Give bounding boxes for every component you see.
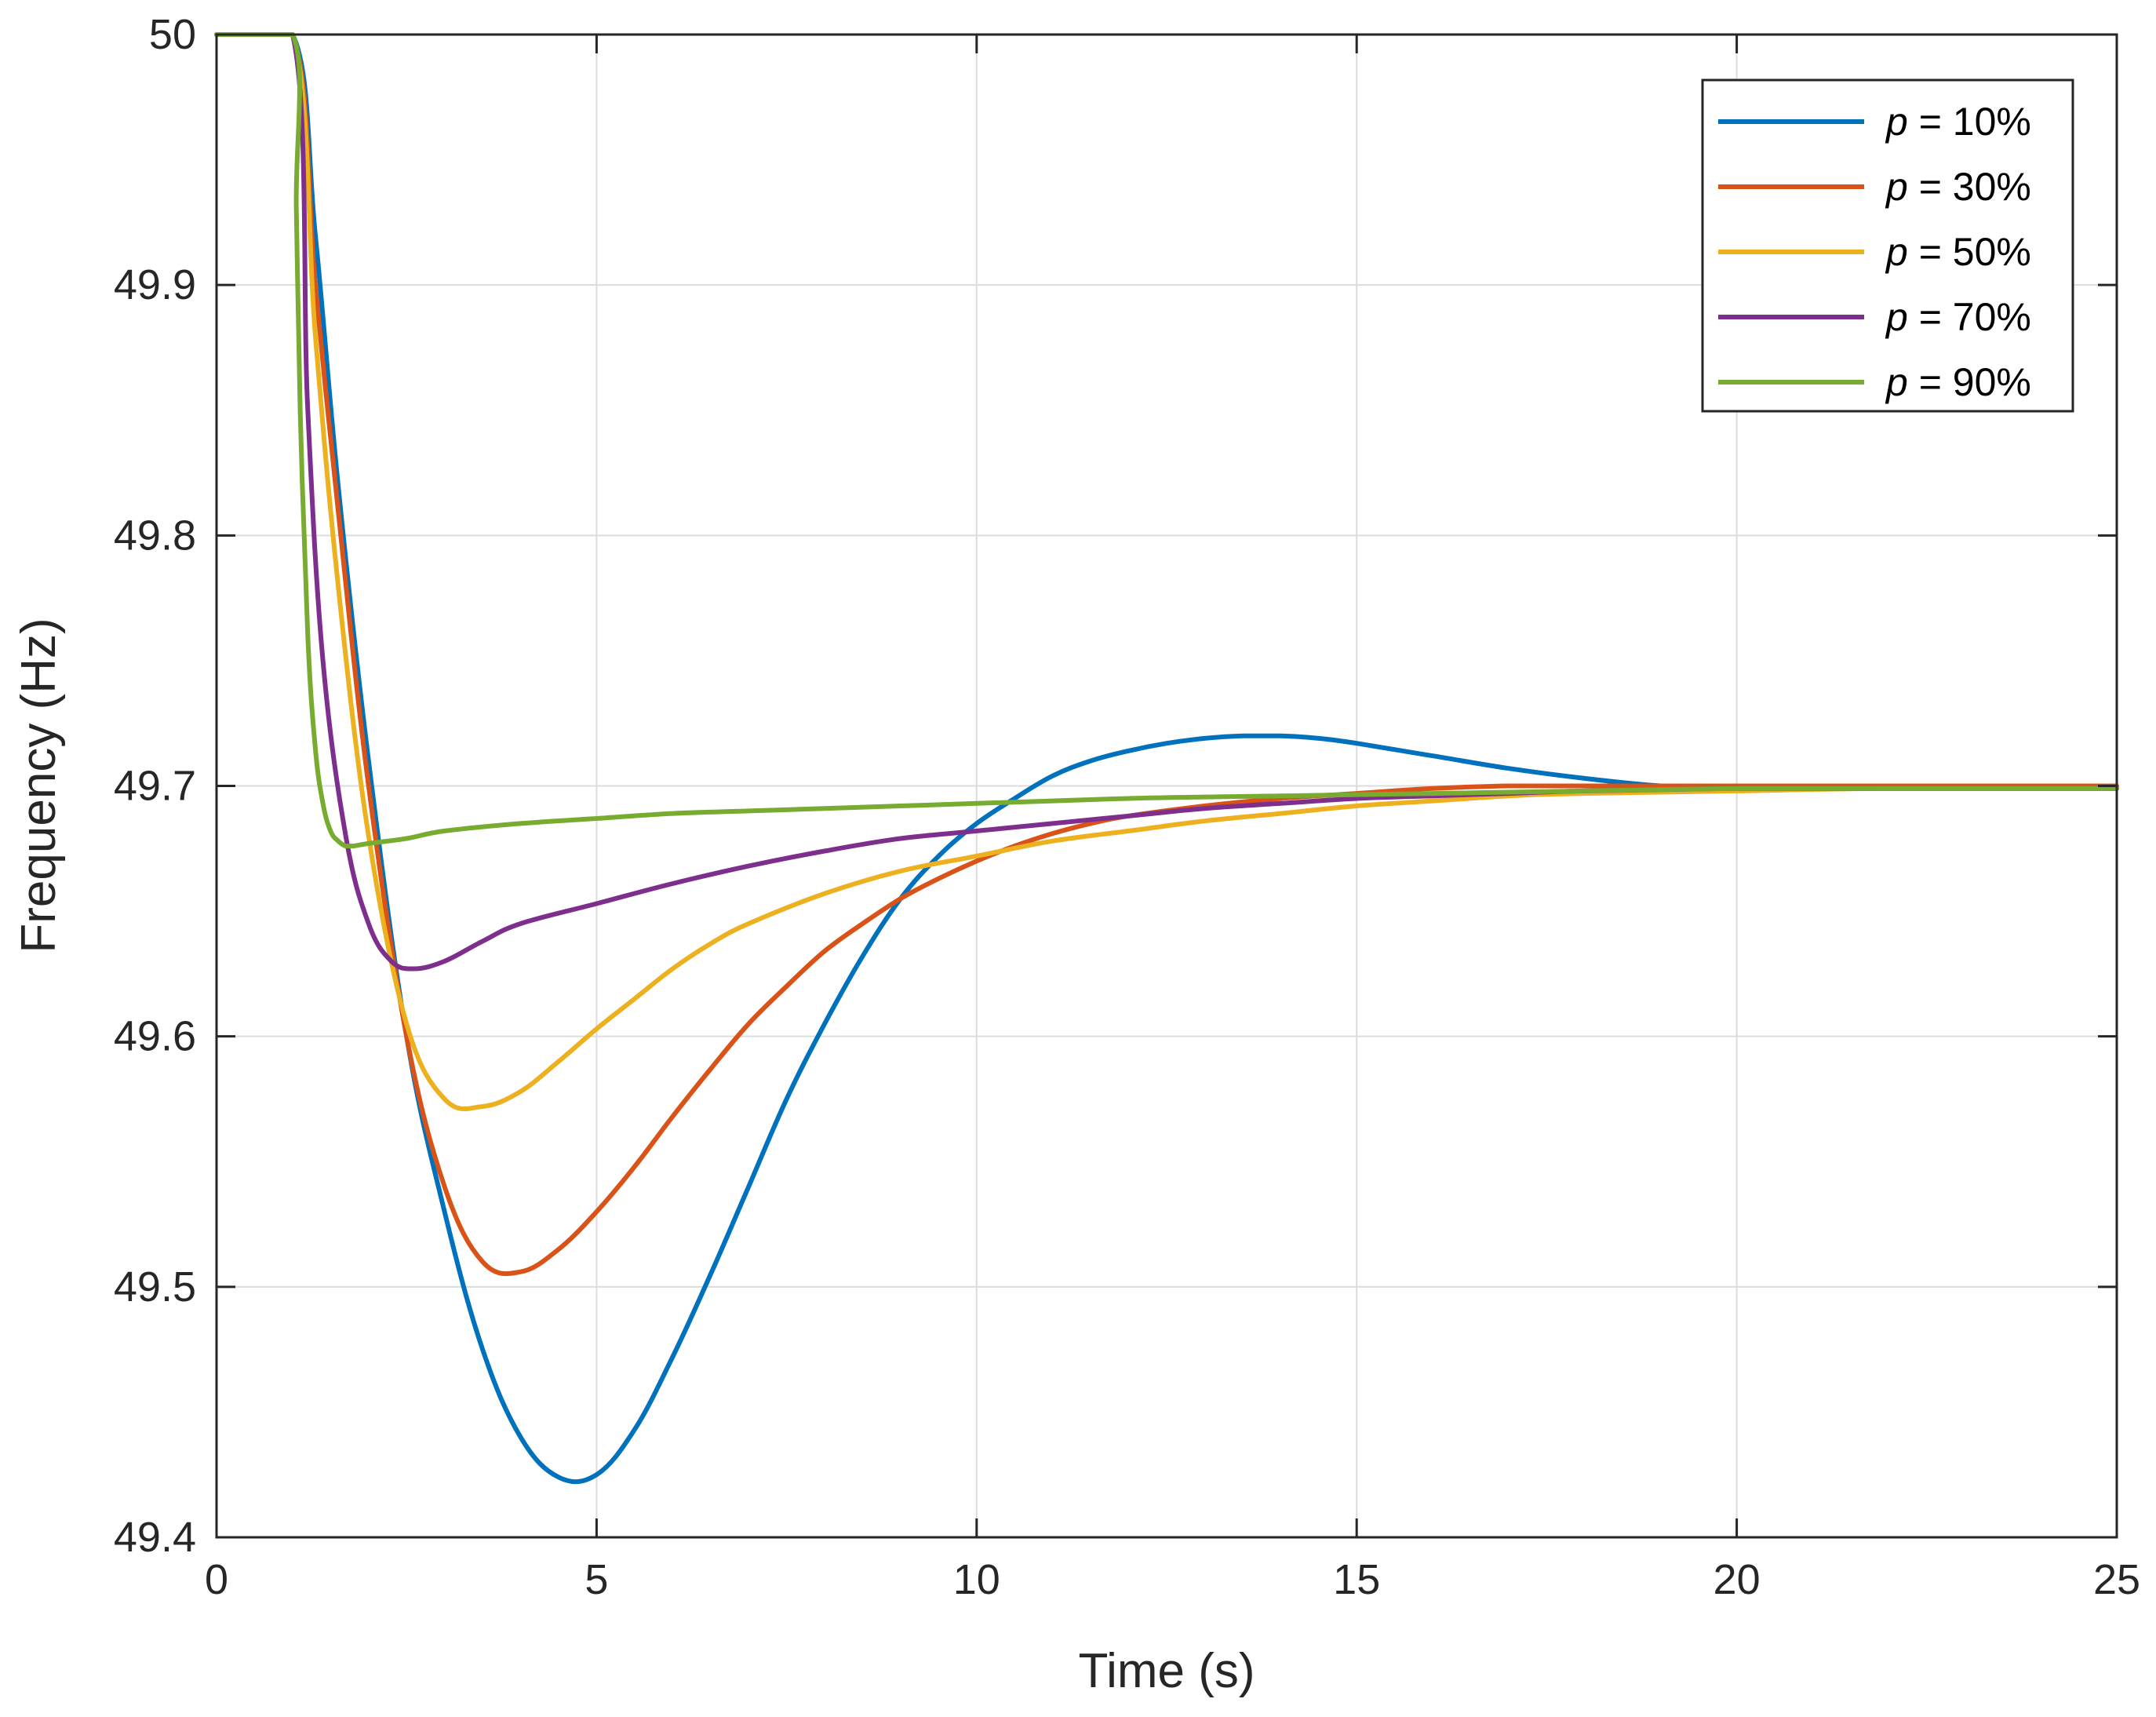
legend-label-variable: p bbox=[1885, 165, 1908, 209]
y-axis-label: Frequency (Hz) bbox=[12, 618, 66, 953]
series-lines bbox=[214, 31, 2119, 1485]
legend-label: p = 50% bbox=[1885, 230, 2031, 274]
legend-label-value: = 50% bbox=[1908, 230, 2031, 274]
y-tick-label: 49.5 bbox=[114, 1263, 196, 1311]
legend-item: p = 90% bbox=[1718, 360, 2031, 404]
y-tick-label: 49.7 bbox=[114, 763, 196, 810]
x-tick-label: 25 bbox=[2093, 1556, 2140, 1603]
legend-item: p = 30% bbox=[1718, 165, 2031, 209]
y-tick-label: 50 bbox=[149, 11, 196, 58]
legend-label-variable: p bbox=[1885, 100, 1908, 144]
legend-item: p = 10% bbox=[1718, 100, 2031, 144]
legend-items: p = 10%p = 30%p = 50%p = 70%p = 90% bbox=[1718, 100, 2031, 404]
legend-label-value: = 30% bbox=[1908, 165, 2031, 209]
y-tick-label: 49.4 bbox=[114, 1514, 196, 1561]
x-tick-labels: 0 5 10 15 20 25 bbox=[205, 1556, 2140, 1603]
y-tick-labels: 49.4 49.5 49.6 49.7 49.8 49.9 50 bbox=[114, 11, 196, 1561]
series-line-3 bbox=[214, 31, 2119, 1112]
x-tick-label: 5 bbox=[585, 1556, 608, 1603]
series-line-5 bbox=[214, 31, 2119, 849]
axis-ticks bbox=[215, 33, 2118, 1539]
x-axis-label: Time (s) bbox=[1079, 1644, 1255, 1698]
legend-label-value: = 70% bbox=[1908, 295, 2031, 339]
y-tick-label: 49.9 bbox=[114, 261, 196, 308]
legend-box bbox=[1701, 78, 2074, 413]
x-tick-label: 10 bbox=[953, 1556, 1000, 1603]
legend-label-value: = 10% bbox=[1908, 100, 2031, 144]
y-tick-label: 49.6 bbox=[114, 1013, 196, 1060]
legend-item: p = 50% bbox=[1718, 230, 2031, 274]
series-line-2 bbox=[214, 31, 2119, 1277]
legend-item: p = 70% bbox=[1718, 295, 2031, 339]
legend-label-variable: p bbox=[1885, 360, 1908, 404]
y-tick-label: 49.8 bbox=[114, 512, 196, 559]
x-tick-label: 20 bbox=[1714, 1556, 1761, 1603]
legend-label-variable: p bbox=[1885, 230, 1908, 274]
legend-label-value: = 90% bbox=[1908, 360, 2031, 404]
legend-label: p = 30% bbox=[1885, 165, 2031, 209]
legend: p = 10%p = 30%p = 50%p = 70%p = 90% bbox=[1701, 78, 2074, 413]
legend-label-variable: p bbox=[1885, 295, 1908, 339]
x-tick-label: 0 bbox=[205, 1556, 228, 1603]
legend-label: p = 70% bbox=[1885, 295, 2031, 339]
x-tick-label: 15 bbox=[1333, 1556, 1380, 1603]
legend-label: p = 10% bbox=[1885, 100, 2031, 144]
legend-label: p = 90% bbox=[1885, 360, 2031, 404]
